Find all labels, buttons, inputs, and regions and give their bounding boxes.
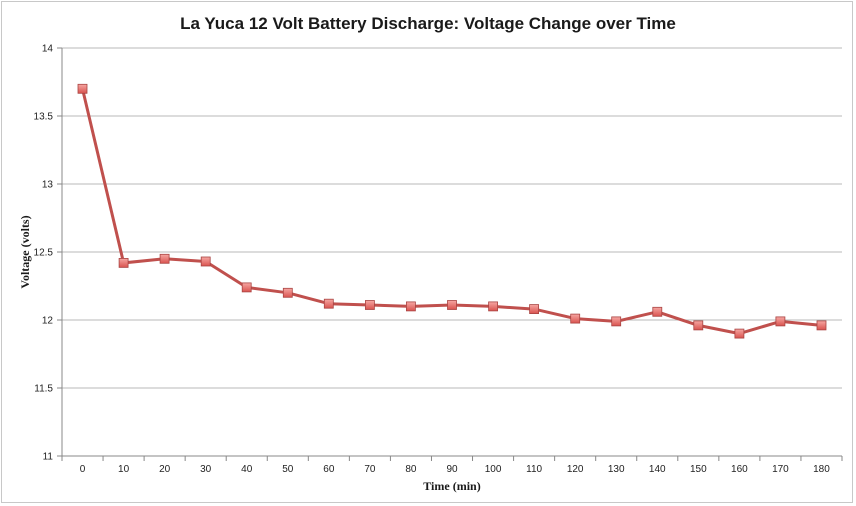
x-tick-label: 140 — [649, 464, 666, 475]
y-tick-label: 13 — [42, 180, 54, 191]
data-point-marker — [488, 301, 499, 312]
x-tick-label: 70 — [364, 464, 376, 475]
x-tick-label: 80 — [405, 464, 417, 475]
data-point-marker — [611, 316, 622, 327]
x-tick-label: 90 — [446, 464, 458, 475]
x-tick-label: 160 — [731, 464, 748, 475]
series-line — [81, 88, 822, 336]
x-axis-label: Time (min) — [423, 479, 480, 493]
x-tick-label: 150 — [690, 464, 707, 475]
grid-lines — [62, 47, 842, 457]
x-tick-label: 170 — [772, 464, 789, 475]
data-point-marker — [405, 301, 416, 312]
data-point-marker — [734, 328, 745, 339]
data-point-marker — [241, 282, 252, 293]
data-point-marker — [775, 316, 786, 327]
series-voltage — [77, 83, 827, 339]
data-point-marker — [447, 300, 457, 310]
data-point-marker — [323, 298, 334, 309]
data-point-marker — [282, 287, 293, 298]
x-tick-label: 10 — [118, 464, 130, 475]
y-tick-label: 14 — [42, 44, 54, 55]
x-tick-label: 60 — [323, 464, 335, 475]
data-point-marker — [77, 83, 88, 94]
data-point-marker — [529, 304, 539, 315]
data-point-marker — [118, 257, 129, 268]
y-tick-label: 11.5 — [34, 384, 53, 395]
y-tick-label: 13.5 — [34, 112, 54, 123]
chart-title: La Yuca 12 Volt Battery Discharge: Volta… — [180, 14, 676, 33]
data-point-marker — [364, 300, 375, 310]
data-point-marker — [200, 256, 211, 267]
x-tick-label: 40 — [241, 464, 253, 475]
x-tick-label: 130 — [608, 464, 625, 475]
data-point-marker — [693, 320, 704, 331]
y-tick-label: 12 — [42, 316, 54, 327]
data-point-marker — [570, 313, 581, 324]
x-tick-label: 0 — [80, 464, 86, 475]
x-tick-label: 180 — [813, 464, 830, 475]
data-point-marker — [816, 320, 827, 331]
data-point-marker — [159, 253, 170, 264]
y-axis-label: Voltage (volts) — [18, 215, 32, 288]
y-tick-label: 11 — [43, 452, 54, 463]
x-tick-label: 100 — [485, 464, 502, 475]
x-axis-ticks: 0 10 20 30 40 50 60 70 80 90 100 110 120 130 140 150 160… — [61, 456, 843, 475]
x-tick-label: 20 — [159, 464, 171, 475]
y-tick-label: 12.5 — [34, 248, 54, 259]
x-tick-label: 110 — [526, 464, 542, 475]
x-tick-label: 50 — [282, 464, 294, 475]
y-axis-ticks: 11 11.5 12 12.5 13 13.5 14 — [34, 44, 62, 463]
data-point-marker — [652, 306, 663, 317]
x-tick-label: 30 — [200, 464, 212, 475]
x-tick-label: 120 — [567, 464, 584, 475]
